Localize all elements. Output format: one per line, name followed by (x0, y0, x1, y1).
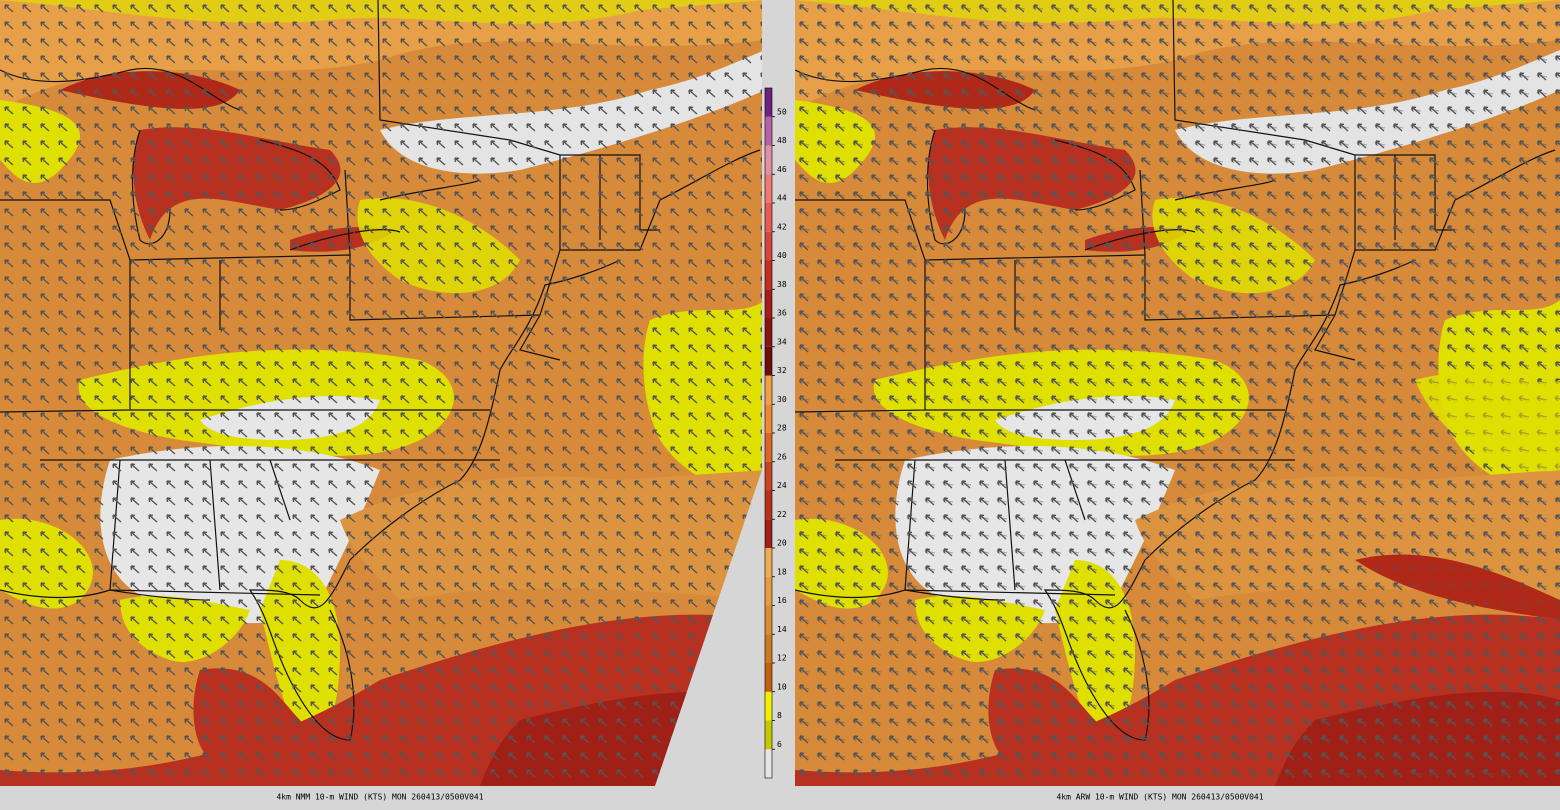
colorbar-bin (765, 490, 772, 520)
colorbar-bin (765, 634, 772, 663)
colorbar-bin (765, 231, 772, 261)
colorbar-bin (765, 174, 772, 203)
colorbar-bin (765, 548, 772, 577)
colorbar-bin (765, 433, 772, 462)
colorbar-bin (765, 663, 772, 692)
colorbar-label: 32 (777, 366, 787, 375)
colorbar-label: 42 (777, 222, 787, 231)
colorbar-bin (765, 720, 772, 750)
panel-caption: 4km ARW 10-m WIND (KTS) MON 260413/0500V… (1056, 793, 1263, 802)
colorbar-label: 38 (777, 280, 787, 289)
panel-caption: 4km NMM 10-m WIND (KTS) MON 260413/0500V… (276, 793, 483, 802)
colorbar-label: 46 (777, 165, 787, 174)
colorbar-label: 14 (777, 625, 787, 634)
colorbar-label: 26 (777, 452, 787, 461)
colorbar-label: 48 (777, 136, 787, 145)
colorbar-bin (765, 519, 772, 548)
colorbar-label: 40 (777, 251, 787, 260)
colorbar-bin (765, 289, 772, 318)
colorbar-label: 34 (777, 337, 787, 346)
colorbar-bin (765, 116, 772, 146)
colorbar-bin (765, 404, 772, 433)
colorbar-under (765, 749, 772, 778)
colorbar-bin (765, 375, 772, 405)
colorbar-bin (765, 203, 772, 232)
colorbar-label: 18 (777, 567, 787, 576)
colorbar-bin (765, 346, 772, 376)
map-panel (795, 0, 1560, 786)
colorbar-label: 8 (777, 711, 782, 720)
colorbar-frame (764, 87, 773, 779)
colorbar-label: 44 (777, 194, 787, 203)
map-panel (0, 0, 762, 786)
colorbar-label: 36 (777, 309, 787, 318)
colorbar-bin (765, 318, 772, 347)
colorbar-label: 30 (777, 395, 787, 404)
colorbar-label: 6 (777, 740, 782, 749)
colorbar-bin (765, 260, 772, 290)
colorbar-bin (765, 145, 772, 175)
colorbar-label: 22 (777, 510, 787, 519)
colorbar-label: 24 (777, 481, 787, 490)
colorbar-label: 20 (777, 539, 787, 548)
colorbar-label: 10 (777, 682, 787, 691)
colorbar-bin (765, 605, 772, 635)
colorbar-label: 28 (777, 424, 787, 433)
colorbar-bin (765, 461, 772, 491)
colorbar-label: 50 (777, 107, 787, 116)
colorbar-label: 12 (777, 654, 787, 663)
no-data-region (655, 470, 762, 786)
colorbar-bin (765, 576, 772, 606)
colorbar: 6 8 10 12 14 16 18 20 22 24 26 28 30 32 34 36 38 40 42 44 46… (764, 87, 787, 779)
colorbar-bin (765, 88, 772, 117)
colorbar-label: 16 (777, 596, 787, 605)
colorbar-bin (765, 691, 772, 721)
